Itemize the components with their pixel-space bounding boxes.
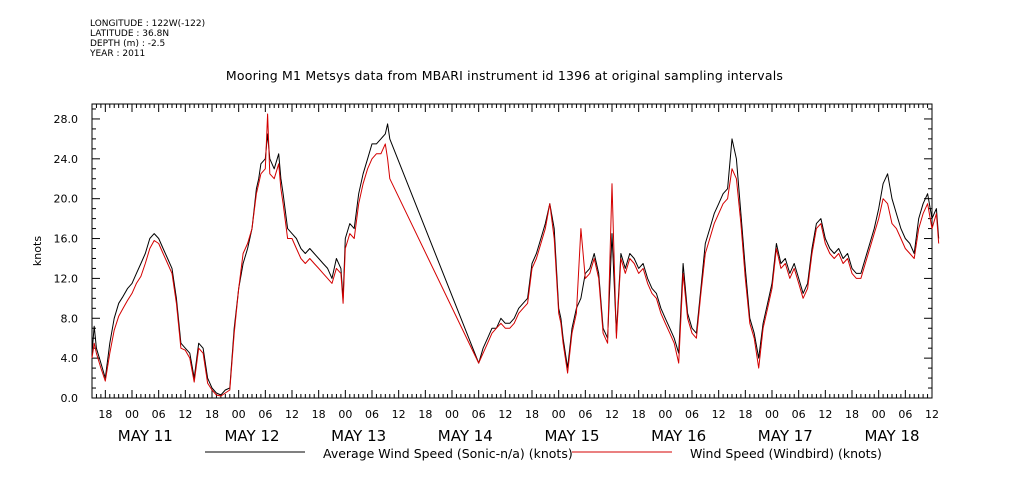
plot-frame [91, 103, 933, 399]
x-tick-label: 00 [872, 408, 886, 421]
x-tick-label: 00 [338, 408, 352, 421]
y-tick-label: 20.0 [54, 193, 79, 206]
legend-label-windbird: Wind Speed (Windbird) (knots) [690, 446, 882, 461]
x-tick-label: 12 [285, 408, 299, 421]
y-tick-label: 4.0 [61, 352, 79, 365]
x-tick-label: 18 [418, 408, 432, 421]
x-tick-label: 12 [178, 408, 192, 421]
y-axis-label: knots [31, 236, 44, 266]
x-tick-label: 18 [738, 408, 752, 421]
x-tick-label: 06 [792, 408, 806, 421]
date-label: MAY 17 [758, 427, 813, 445]
x-tick-label: 18 [525, 408, 539, 421]
latitude-label: LATITUDE : 36.8N [90, 29, 170, 39]
x-tick-label: 12 [392, 408, 406, 421]
x-tick-label: 00 [552, 408, 566, 421]
date-label: MAY 14 [438, 427, 493, 445]
y-tick-label: 8.0 [61, 312, 79, 325]
x-tick-label: 06 [685, 408, 699, 421]
x-tick-label: 12 [498, 408, 512, 421]
y-tick-label: 24.0 [54, 153, 79, 166]
x-tick-label: 06 [578, 408, 592, 421]
depth-label: DEPTH (m) : -2.5 [90, 39, 166, 49]
date-label: MAY 12 [224, 427, 279, 445]
x-tick-label: 00 [445, 408, 459, 421]
x-tick-label: 00 [765, 408, 779, 421]
y-tick-label: 0.0 [61, 392, 79, 405]
x-tick-label: 06 [898, 408, 912, 421]
x-tick-label: 00 [125, 408, 139, 421]
x-tick-label: 06 [365, 408, 379, 421]
x-tick-label: 06 [472, 408, 486, 421]
x-tick-label: 00 [232, 408, 246, 421]
x-tick-label: 00 [658, 408, 672, 421]
legend-label-sonic: Average Wind Speed (Sonic-n/a) (knots) [323, 446, 573, 461]
x-tick-label: 12 [712, 408, 726, 421]
chart-title: Mooring M1 Metsys data from MBARI instru… [225, 68, 784, 83]
date-label: MAY 15 [544, 427, 599, 445]
year-label: YEAR : 2011 [90, 49, 146, 59]
date-label: MAY 16 [651, 427, 706, 445]
longitude-label: LONGITUDE : 122W(-122) [90, 19, 206, 29]
date-label: MAY 13 [331, 427, 386, 445]
date-label: MAY 18 [864, 427, 919, 445]
x-tick-label: 18 [205, 408, 219, 421]
x-tick-label: 18 [312, 408, 326, 421]
x-tick-label: 06 [258, 408, 272, 421]
x-tick-label: 12 [925, 408, 939, 421]
x-tick-label: 06 [152, 408, 166, 421]
y-tick-label: 28.0 [54, 113, 79, 126]
x-tick-label: 18 [845, 408, 859, 421]
x-tick-label: 18 [632, 408, 646, 421]
x-tick-label: 12 [818, 408, 832, 421]
series-line-windbird [91, 113, 940, 397]
x-tick-label: 12 [605, 408, 619, 421]
y-tick-label: 16.0 [54, 233, 79, 246]
x-tick-label: 18 [98, 408, 112, 421]
y-tick-label: 12.0 [54, 272, 79, 285]
date-label: MAY 11 [118, 427, 173, 445]
